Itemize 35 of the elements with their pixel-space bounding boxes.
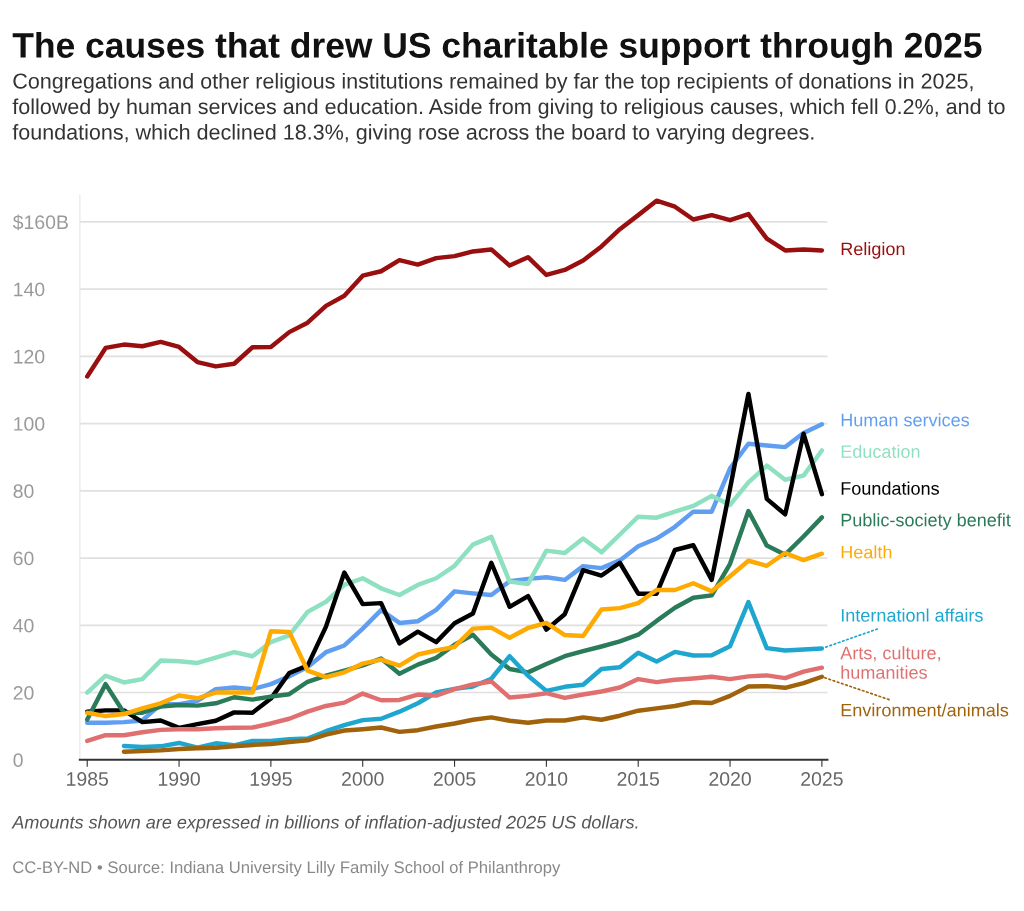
x-tick-label: 1985: [67, 772, 109, 786]
y-tick-label: 120: [14, 349, 45, 364]
x-tick-label: 2005: [433, 772, 476, 786]
y-tick-label: 80: [13, 484, 34, 499]
line-series: [85, 665, 825, 744]
text: Amounts shown are expressed in billions of inflation-adjusted 2025 US dollars.: [11, 815, 638, 833]
y-tick-label: 40: [13, 618, 34, 633]
x-tick-label: 1995: [250, 772, 292, 786]
x-tick-label: 2000: [342, 772, 384, 786]
series-label: Religion: [841, 242, 905, 259]
line-series: [85, 550, 825, 719]
y-tick-label: $160B: [12, 214, 68, 231]
x-tick-label: 1990: [158, 772, 200, 786]
y-tick-label: 60: [13, 551, 34, 566]
series-label: Human services: [841, 413, 970, 427]
line-series: [85, 448, 825, 695]
y-tick-label: 20: [13, 686, 34, 700]
series-label: Health: [841, 545, 892, 559]
y-tick-label: 140: [14, 282, 45, 297]
y-tick-label: 100: [14, 417, 45, 431]
x-tick-label: 2025: [801, 772, 843, 786]
x-tick-label: 2015: [617, 772, 660, 786]
series-label: Education: [841, 444, 920, 458]
series-label: Environment/animals: [841, 703, 1009, 717]
series-label: Foundations: [841, 481, 939, 495]
line-series: [85, 198, 825, 379]
series-label: Arts, culture, humanities: [840, 646, 940, 679]
series-label: Public-society benefit: [841, 513, 1011, 530]
x-tick-label: 2020: [709, 772, 751, 786]
series-label: Internationl affairs: [841, 608, 983, 622]
text: CC-BY-ND • Source: Indiana University Lilly Family School of Philanthropy: [13, 860, 561, 877]
chart-title: The causes that drew US charitable support through 2025: [12, 31, 982, 66]
x-tick-label: 2010: [525, 772, 568, 786]
y-tick-label: 0: [13, 753, 23, 768]
chart-subtitle: Congregations and other religious institutions remained by far the top recipients of donations in 2025, followed by human services and education. Aside from giving to religious causes, which fell 0.2%, and to foundations, which declined 18.3%, giving rose across the board to varying degrees.: [12, 72, 1005, 144]
